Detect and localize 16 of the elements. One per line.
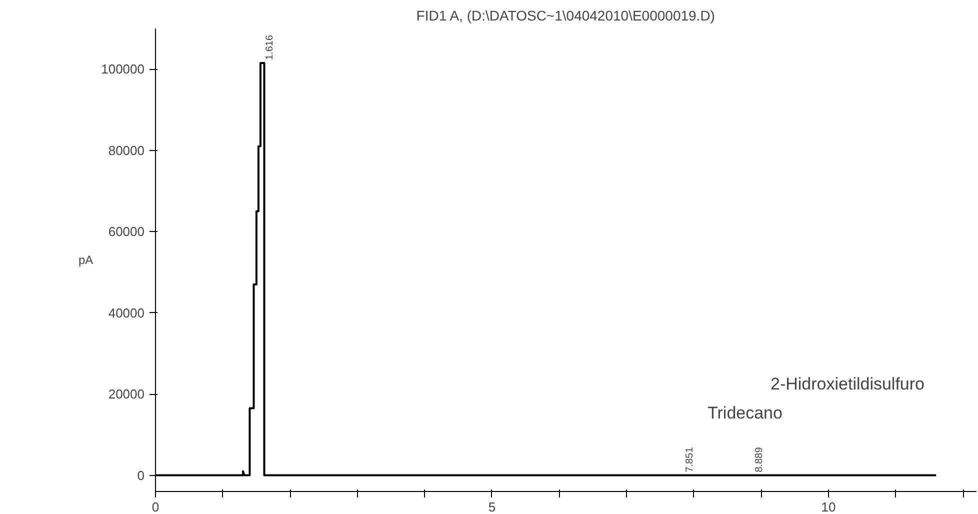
x-tick-label: 0 [152, 500, 160, 514]
y-tick-label: 100000 [101, 62, 145, 77]
annotation: 7.851 [684, 446, 696, 472]
annotation: Tridecano [708, 404, 782, 422]
y-tick-label: 40000 [108, 305, 145, 320]
annotation: 8.889 [754, 446, 766, 472]
x-tick-label: 10 [821, 500, 836, 514]
y-tick-label: 60000 [108, 224, 145, 240]
x-tick-label: 5 [488, 500, 496, 514]
y-tick-label: 80000 [108, 142, 145, 158]
chart-title: FID1 A, (D:\DATOSC~1\04042010\E0000019.D) [416, 8, 715, 24]
y-axis-title: pA [78, 253, 94, 267]
y-tick-label: 0 [137, 468, 145, 483]
annotation: 1.616 [264, 34, 276, 60]
y-tick-label: 20000 [108, 386, 145, 402]
annotation: 2-Hidroxietildisulfuro [770, 374, 925, 394]
